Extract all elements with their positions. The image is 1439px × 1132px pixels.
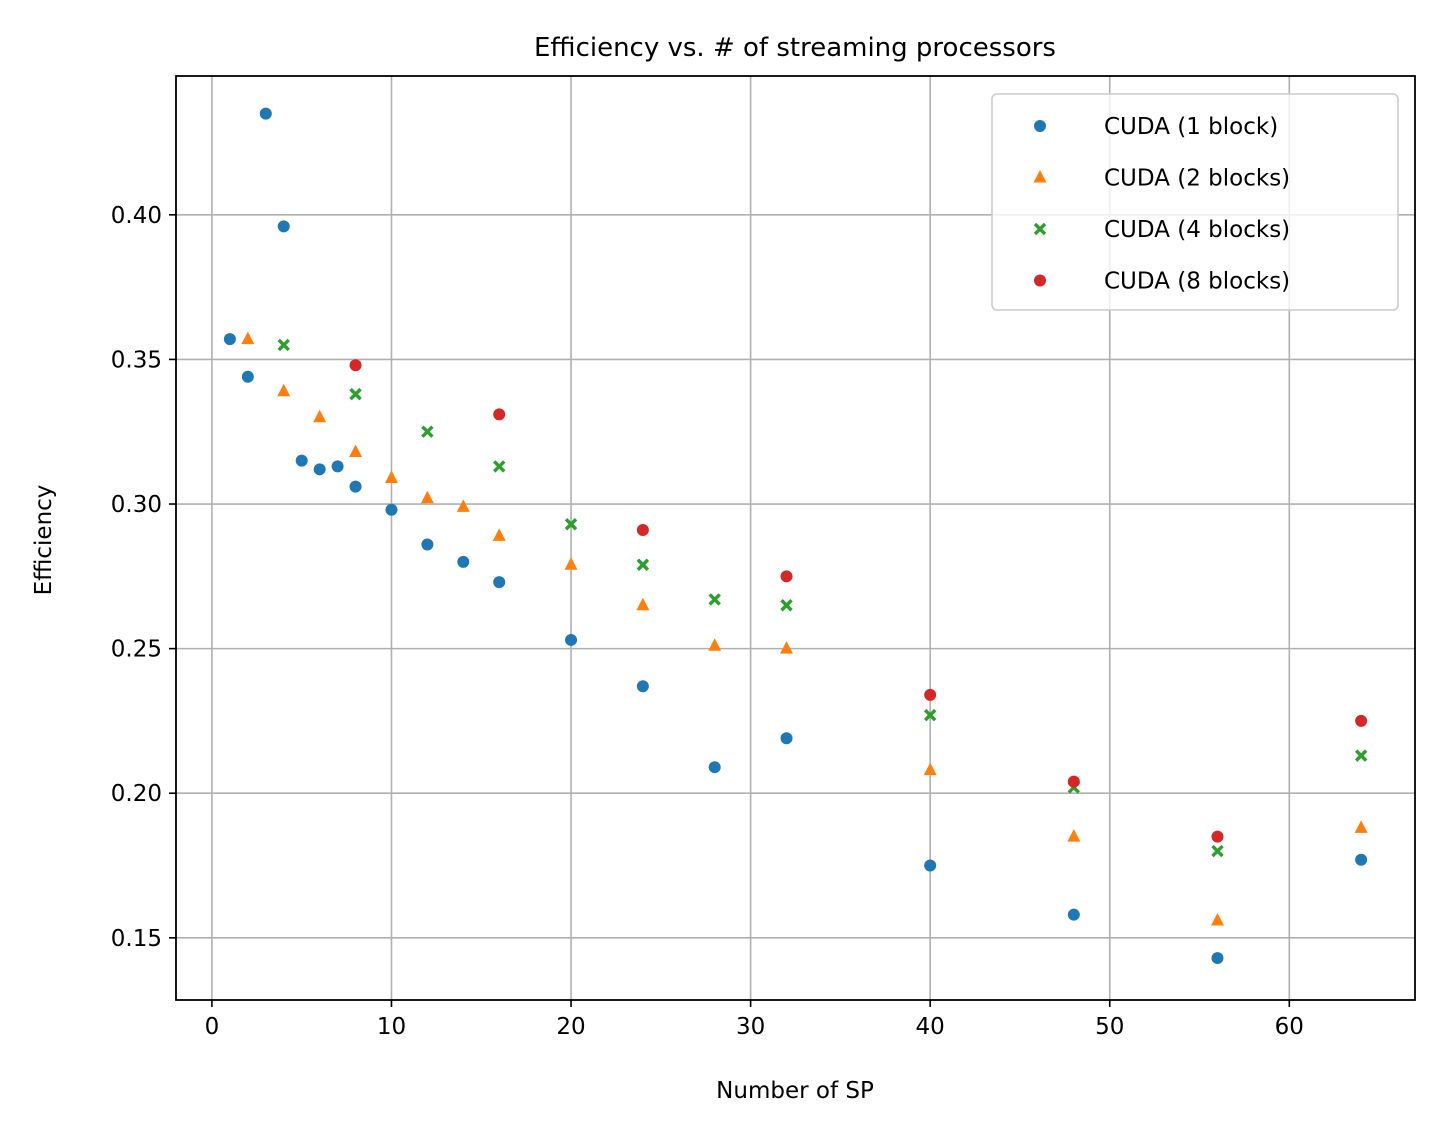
- data-point: [708, 593, 721, 606]
- data-point: [924, 859, 937, 872]
- y-tick-label: 0.30: [111, 492, 162, 518]
- x-tick-label: 20: [556, 1014, 585, 1040]
- data-point: [1067, 908, 1080, 921]
- data-point: [1211, 844, 1224, 858]
- data-point: [1355, 714, 1368, 727]
- data-point: [277, 383, 291, 397]
- data-point: [1067, 775, 1080, 788]
- data-point: [421, 538, 434, 551]
- series-1: [223, 107, 1368, 965]
- data-point: [493, 576, 506, 589]
- data-point: [223, 333, 236, 346]
- data-point: [1067, 829, 1081, 842]
- data-point: [1210, 912, 1224, 926]
- plot-frame: [175, 75, 1416, 1001]
- data-point: [241, 331, 255, 345]
- data-point: [708, 638, 722, 651]
- data-point: [1211, 952, 1224, 965]
- data-point: [923, 708, 937, 722]
- legend-marker: [1033, 222, 1047, 236]
- data-point: [780, 641, 794, 654]
- chart-title: Efficiency vs. # of streaming processors: [534, 33, 1056, 63]
- data-point: [780, 599, 793, 612]
- axis-ticks: 0 10 20 30 40 50 60 0.15 0.20 0.25 0.30 0.35 0.40: [111, 203, 1304, 1040]
- x-tick-label: 50: [1095, 1014, 1124, 1040]
- y-tick-label: 0.40: [111, 203, 162, 229]
- data-point: [313, 463, 326, 476]
- legend-label: CUDA (1 block): [1104, 114, 1278, 140]
- data-point: [636, 680, 649, 693]
- data-point: [385, 503, 398, 516]
- legend: CUDA (1 block) CUDA (2 blocks) CUDA (4 blo…: [991, 93, 1399, 311]
- data-point: [349, 387, 362, 401]
- data-point: [349, 359, 362, 372]
- grid-lines: [176, 76, 1415, 1000]
- y-tick-label: 0.15: [111, 926, 162, 952]
- data-point: [384, 470, 398, 483]
- y-axis-label: Efficiency: [31, 485, 57, 596]
- data-point: [564, 557, 578, 570]
- data-point: [636, 558, 650, 571]
- data-point: [636, 524, 649, 537]
- data-point: [349, 444, 363, 457]
- y-tick-label: 0.25: [111, 637, 162, 663]
- y-tick-label: 0.35: [111, 347, 162, 373]
- data-point: [923, 762, 937, 776]
- data-point: [331, 460, 344, 473]
- data-point: [780, 732, 793, 745]
- data-point: [492, 528, 506, 541]
- data-point: [295, 454, 308, 467]
- data-point: [564, 518, 578, 531]
- data-point: [1354, 749, 1368, 762]
- data-point: [277, 338, 290, 352]
- data-point: [1211, 830, 1224, 843]
- legend-marker: [1034, 274, 1046, 287]
- data-point: [493, 408, 506, 421]
- data-point: [241, 370, 254, 383]
- data-point: [924, 688, 937, 701]
- legend-marker: [1034, 120, 1046, 132]
- x-tick-label: 60: [1275, 1014, 1304, 1040]
- y-tick-label: 0.20: [111, 781, 162, 807]
- data-point: [1355, 853, 1368, 866]
- data-point: [277, 220, 290, 233]
- data-point: [636, 597, 650, 611]
- data-point: [456, 499, 470, 512]
- data-point: [780, 570, 793, 583]
- data-point: [420, 490, 434, 504]
- data-point: [1354, 820, 1368, 833]
- legend-marker: [1033, 170, 1047, 183]
- series-2: [241, 331, 1368, 926]
- data-points: [223, 107, 1368, 965]
- data-point: [349, 480, 362, 493]
- data-point: [493, 460, 506, 473]
- legend-label: CUDA (4 blocks): [1104, 217, 1290, 243]
- data-point: [457, 555, 470, 568]
- data-point: [313, 409, 327, 423]
- x-axis-label: Number of SP: [716, 1078, 874, 1104]
- legend-label: CUDA (2 blocks): [1104, 166, 1290, 192]
- data-point: [565, 633, 578, 646]
- legend-label: CUDA (8 blocks): [1104, 269, 1290, 295]
- x-tick-label: 0: [205, 1014, 220, 1040]
- data-point: [708, 761, 721, 774]
- x-tick-label: 30: [736, 1014, 765, 1040]
- legend-box: [991, 93, 1399, 311]
- x-tick-label: 10: [377, 1014, 406, 1040]
- x-tick-label: 40: [916, 1014, 945, 1040]
- data-point: [259, 107, 272, 120]
- series-4: [349, 359, 1368, 843]
- data-point: [421, 425, 434, 438]
